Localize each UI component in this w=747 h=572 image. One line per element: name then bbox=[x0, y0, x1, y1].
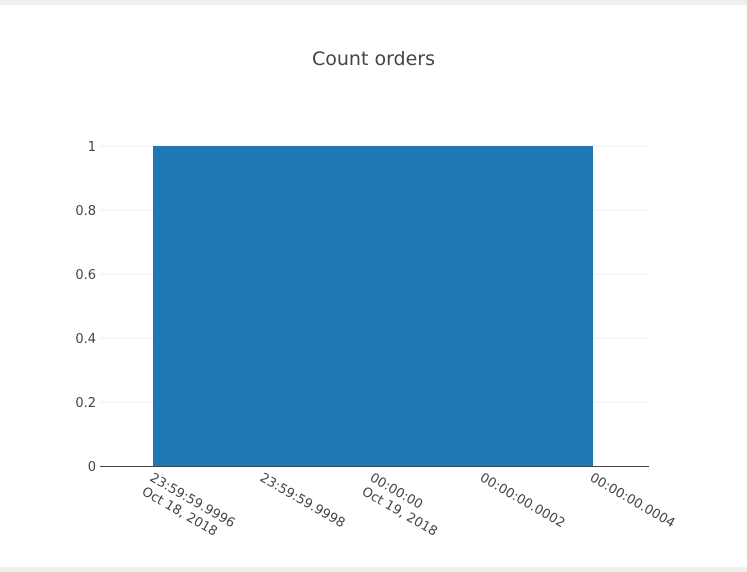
x-tick-label-line: 00:00:00.0002 bbox=[477, 470, 567, 531]
x-tick-label: 00:00:00.0002 bbox=[477, 470, 567, 531]
chart-title: Count orders bbox=[311, 48, 436, 70]
x-tick-label-line: 00:00:00.0004 bbox=[587, 470, 677, 531]
y-tick-label: 0.8 bbox=[75, 204, 96, 219]
y-tick-label: 0.4 bbox=[75, 332, 96, 347]
bar[interactable] bbox=[153, 146, 593, 466]
y-tick-label: 1 bbox=[88, 140, 96, 155]
y-tick-label: 0.6 bbox=[75, 268, 96, 283]
x-tick-label-line: 23:59:59.9998 bbox=[257, 470, 347, 531]
bars bbox=[153, 146, 593, 466]
y-tick-label: 0.2 bbox=[75, 396, 96, 411]
x-tick-label: 23:59:59.9998 bbox=[257, 470, 347, 531]
y-tick-label: 0 bbox=[88, 460, 96, 475]
x-tick-label: 00:00:00.0004 bbox=[587, 470, 677, 531]
